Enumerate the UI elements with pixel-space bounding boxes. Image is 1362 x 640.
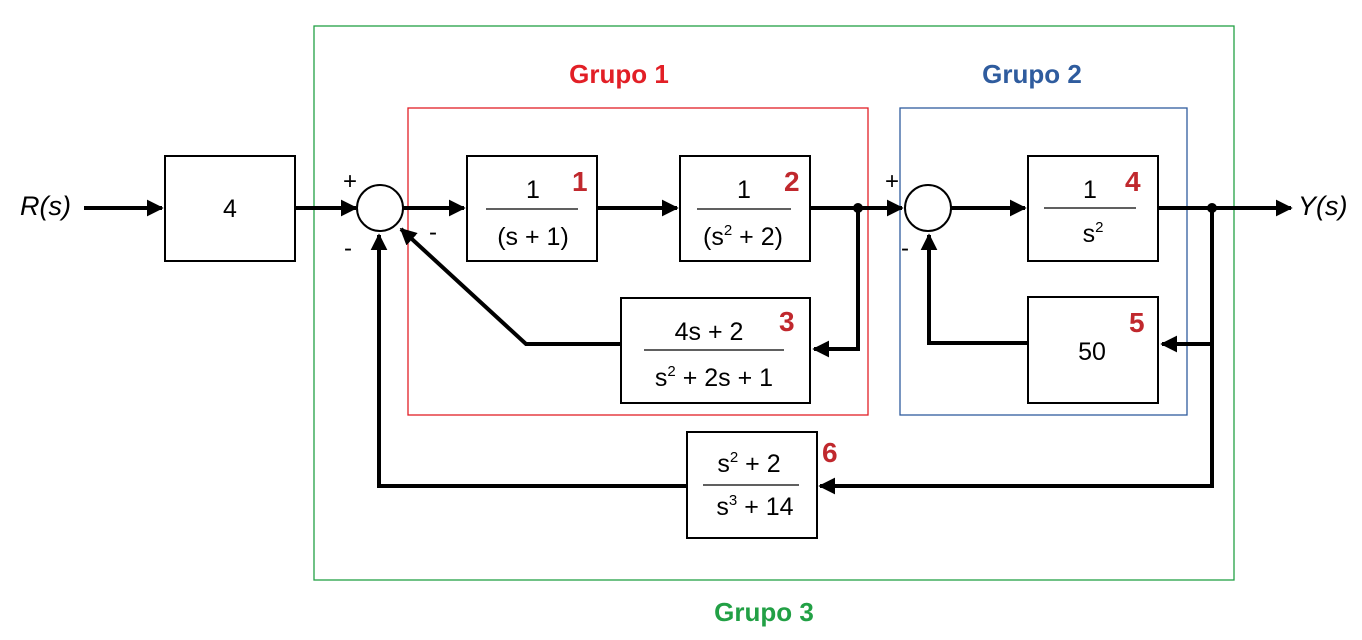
sign-sum2-minus: - [901,235,909,262]
block-4-denominator: s2 [1083,219,1104,248]
group-1-label: Grupo 1 [569,59,669,89]
block-4-number: 4 [1125,166,1141,197]
block-2-numerator: 1 [737,176,751,204]
block-4-numerator: 1 [1083,176,1097,204]
summing-junction-1 [356,184,404,232]
block-3-denominator: s2 + 2s + 1 [655,363,773,392]
input-label: R(s) [20,191,71,221]
wire-feedback-b5-out [920,233,1027,345]
block-6-numerator: s2 + 2 [717,449,780,478]
wire-feedback-b3-out [399,227,621,346]
block-3-number: 3 [779,306,795,337]
block-1-numerator: 1 [526,176,540,204]
block-2-denominator: (s2 + 2) [703,222,783,251]
wire-feedback-b3-in [812,208,860,358]
group-1-box [407,107,869,416]
block-2-number: 2 [784,166,800,197]
block-5 [1027,296,1159,404]
block-1-denominator: (s + 1) [497,223,569,251]
sign-sum1-plus: + [343,168,357,195]
block-5-value: 50 [1078,338,1106,366]
block-6-denominator: s3 + 14 [716,492,793,521]
junction-dot-2 [1207,203,1217,213]
gain-block [164,155,296,262]
group-3-box [313,25,1235,581]
wire-feedback-b6-in [818,344,1214,495]
wire-feedback-b6-out [370,233,687,488]
junction-dot-1 [853,203,863,213]
group-3-label: Grupo 3 [714,597,814,627]
block-5-number: 5 [1129,307,1145,338]
block-6-number: 6 [822,437,838,468]
output-label: Y(s) [1298,191,1348,221]
sign-sum1-minus-right: - [429,219,437,246]
sign-sum2-plus: + [885,168,899,195]
sign-sum1-minus-bottom: - [344,235,352,262]
summing-junction-2 [904,184,952,232]
block-1-number: 1 [572,166,588,197]
gain-value: 4 [223,195,237,223]
group-2-label: Grupo 2 [982,59,1082,89]
group-2-box [899,107,1188,416]
block-3-numerator: 4s + 2 [675,318,744,346]
